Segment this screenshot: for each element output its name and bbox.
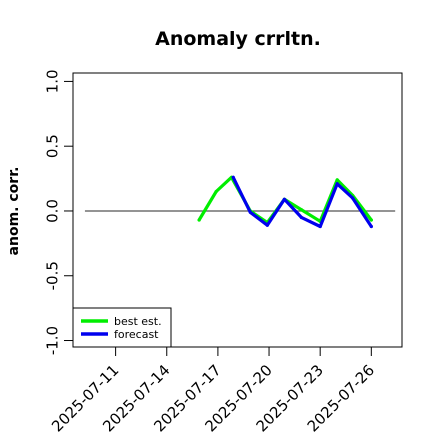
data-point — [369, 218, 373, 222]
data-point — [369, 224, 373, 229]
y-tick-label: 0.5 — [43, 134, 61, 158]
data-point — [318, 224, 322, 229]
data-point — [335, 178, 339, 182]
y-tick-label: 1.0 — [43, 69, 61, 93]
data-point — [214, 189, 218, 194]
legend-label: forecast — [114, 328, 159, 341]
legend-label: best est. — [114, 315, 162, 328]
y-axis-label: anom. corr. — [6, 167, 22, 256]
data-point — [265, 223, 269, 227]
data-point — [282, 197, 286, 201]
data-point — [197, 218, 201, 222]
data-point — [248, 210, 252, 214]
data-point — [299, 208, 304, 212]
y-tick-label: -0.5 — [43, 261, 61, 290]
data-point — [350, 196, 355, 200]
data-point — [299, 215, 304, 220]
data-point — [335, 182, 339, 186]
y-tick-label: 0.0 — [43, 199, 61, 223]
legend-box — [72, 307, 172, 348]
chart-title: Anomaly crrltn. — [155, 28, 321, 50]
y-tick-label: -1.0 — [43, 326, 61, 355]
data-point — [231, 175, 235, 179]
plot-frame — [72, 72, 403, 348]
legend: best est.forecast — [72, 307, 172, 348]
